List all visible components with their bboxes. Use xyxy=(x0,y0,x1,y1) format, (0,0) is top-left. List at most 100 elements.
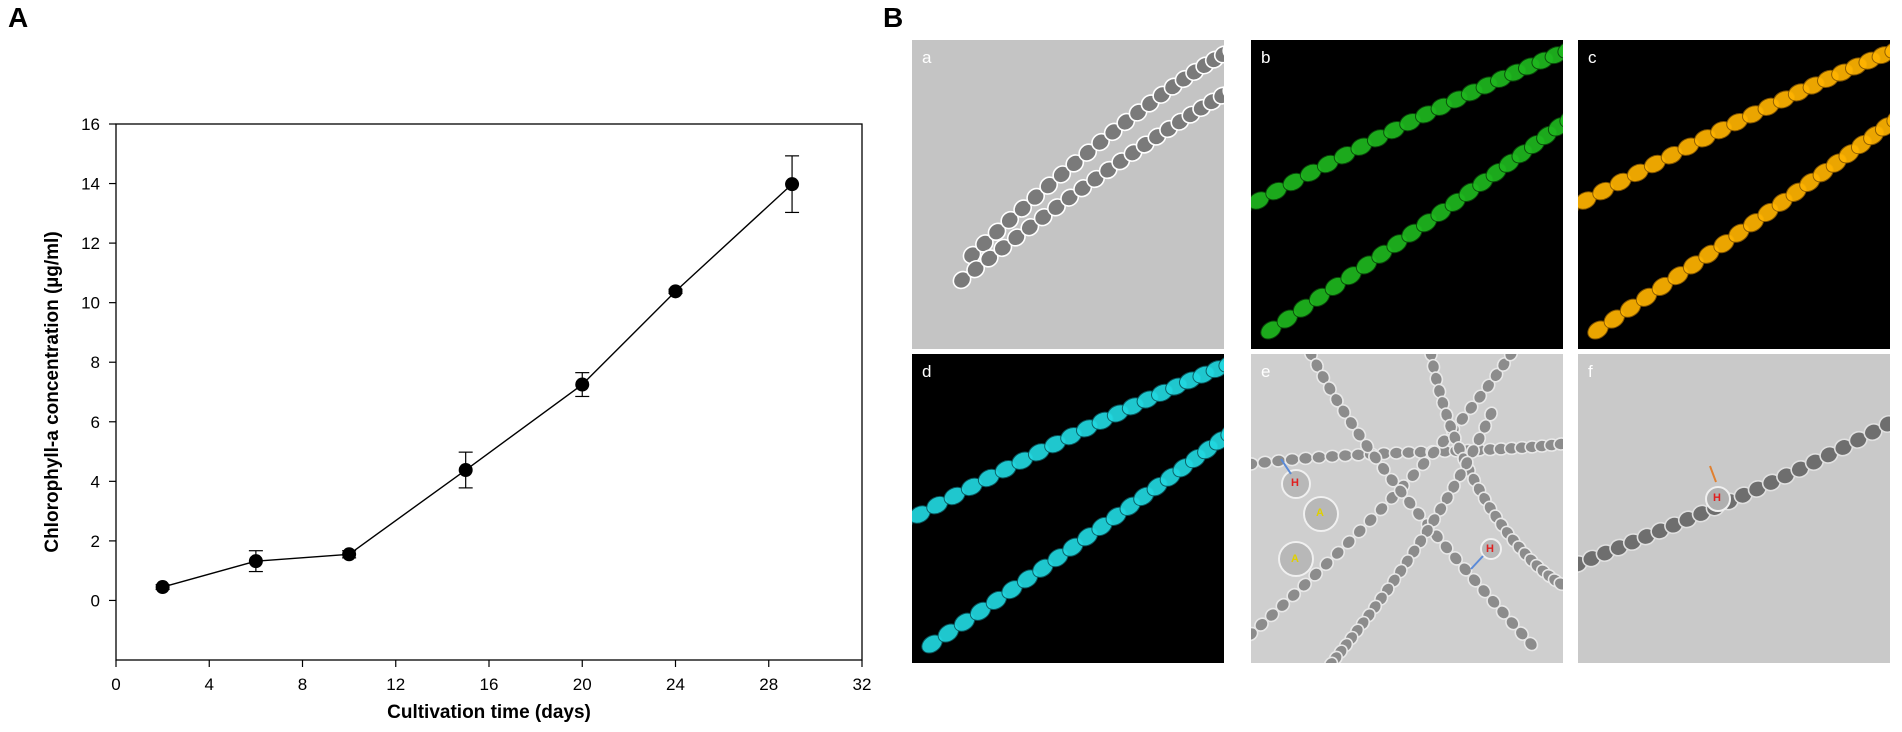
y-tick-label-3: 6 xyxy=(91,413,100,432)
cell-c-1-21 xyxy=(1886,108,1890,128)
y-tick-label-1: 2 xyxy=(91,532,100,551)
cell-e-3-26 xyxy=(1553,576,1563,592)
cell-e-1-4 xyxy=(1286,587,1302,603)
cell-e-1-3 xyxy=(1275,597,1291,613)
x-tick-label-2: 8 xyxy=(298,675,307,694)
micrograph-label-a: a xyxy=(922,48,932,67)
panel-a-label: A xyxy=(8,2,29,33)
cell-label-e-2: A xyxy=(1291,553,1299,565)
cell-e-4-26 xyxy=(1323,656,1339,663)
special-cell-2 xyxy=(1278,541,1314,577)
data-point-4 xyxy=(575,377,590,392)
y-tick-label-0: 0 xyxy=(91,591,100,610)
micrograph-e-image xyxy=(1251,354,1563,663)
arrow-e-1 xyxy=(1280,458,1292,475)
special-cell-1 xyxy=(1303,496,1339,532)
micrograph-a: a xyxy=(912,40,1224,349)
series-line xyxy=(162,183,793,588)
cell-e-1-17 xyxy=(1426,445,1441,460)
cell-e-0-5 xyxy=(1311,450,1327,465)
cell-e-1-8 xyxy=(1330,545,1346,561)
micrograph-label-e: e xyxy=(1261,362,1271,381)
cell-e-0-1 xyxy=(1257,455,1273,470)
x-tick-label-7: 28 xyxy=(759,675,778,694)
cell-b-1-20 xyxy=(1547,117,1563,137)
chart-series xyxy=(155,155,800,595)
cell-e-1-7 xyxy=(1319,556,1335,572)
y-tick-label-8: 16 xyxy=(81,115,100,134)
data-point-2 xyxy=(342,547,357,562)
cell-a-1-21 xyxy=(1212,86,1224,105)
data-point-3 xyxy=(458,463,473,478)
micrograph-d-image xyxy=(912,354,1224,654)
arrow-f xyxy=(1709,465,1717,483)
cell-d-0-21 xyxy=(1218,354,1224,373)
cell-e-0-4 xyxy=(1297,451,1314,466)
cell-e-1-9 xyxy=(1341,534,1357,550)
data-point-0 xyxy=(155,580,170,595)
micrograph-e: e H A A H xyxy=(1251,354,1563,663)
micrograph-label-c: c xyxy=(1588,48,1597,67)
cell-e-1-6 xyxy=(1308,567,1323,582)
x-tick-label-6: 24 xyxy=(666,675,685,694)
cell-a-0-22 xyxy=(1222,40,1224,60)
cell-d-1-21 xyxy=(1220,422,1224,442)
cell-e-0-3 xyxy=(1284,452,1300,467)
x-tick-label-4: 16 xyxy=(480,675,499,694)
y-tick-label-5: 10 xyxy=(81,294,100,313)
cell-e-0-7 xyxy=(1337,448,1354,463)
micrograph-label-f: f xyxy=(1588,362,1593,381)
arrow-e-2 xyxy=(1470,555,1484,570)
micrograph-c: c xyxy=(1578,40,1890,349)
cell-label-e-0: H xyxy=(1291,477,1299,489)
y-axis-title: Chlorophyll-a concentration (µg/ml) xyxy=(42,231,63,552)
y-tick-label-2: 4 xyxy=(91,472,100,491)
cell-e-2-26 xyxy=(1523,636,1539,652)
cell-b-1-21 xyxy=(1559,108,1563,128)
y-tick-label-4: 8 xyxy=(91,353,100,372)
cell-e-1-16 xyxy=(1416,456,1431,472)
micrograph-f-image xyxy=(1578,414,1890,573)
micrograph-label-b: b xyxy=(1261,48,1271,67)
x-tick-label-1: 4 xyxy=(205,675,214,694)
cell-label-e-1: A xyxy=(1316,507,1324,519)
micrograph-c-image xyxy=(1578,40,1890,340)
cell-e-1-10 xyxy=(1352,523,1368,539)
panel-b-label: B xyxy=(883,2,904,33)
cell-e-0-26 xyxy=(1553,437,1563,451)
data-point-6 xyxy=(785,177,800,192)
special-cell-0 xyxy=(1281,469,1311,499)
x-axis-title: Cultivation time (days) xyxy=(387,702,591,723)
micrograph-a-image xyxy=(952,40,1224,290)
micrograph-d: d xyxy=(912,354,1224,663)
micrograph-label-d: d xyxy=(922,362,932,381)
cell-c-0-21 xyxy=(1884,40,1890,59)
cell-e-1-5 xyxy=(1297,577,1312,593)
cell-e-1-12 xyxy=(1374,501,1389,517)
cell-e-1-15 xyxy=(1406,467,1421,483)
cell-label-f-0: H xyxy=(1713,492,1721,504)
cell-d-1-20 xyxy=(1208,431,1224,451)
data-point-5 xyxy=(668,284,683,299)
x-tick-label-3: 12 xyxy=(386,675,405,694)
x-tick-label-5: 20 xyxy=(573,675,592,694)
micrograph-b: b xyxy=(1251,40,1563,349)
cell-c-1-20 xyxy=(1874,117,1890,137)
cell-e-0-2 xyxy=(1270,454,1287,468)
y-tick-label-6: 12 xyxy=(81,234,100,253)
x-tick-label-8: 32 xyxy=(853,675,872,694)
special-cell-f xyxy=(1705,486,1731,512)
cell-f-0-22 xyxy=(1878,414,1890,434)
y-tick-label-7: 14 xyxy=(81,175,100,194)
cell-e-1-26 xyxy=(1503,354,1519,362)
x-tick-label-0: 0 xyxy=(111,675,120,694)
micrograph-b-image xyxy=(1251,40,1563,340)
special-cell-3 xyxy=(1480,538,1502,560)
cell-e-0-6 xyxy=(1324,449,1341,464)
data-point-1 xyxy=(248,554,263,569)
cell-e-1-11 xyxy=(1363,512,1378,528)
cell-b-0-21 xyxy=(1557,40,1563,59)
